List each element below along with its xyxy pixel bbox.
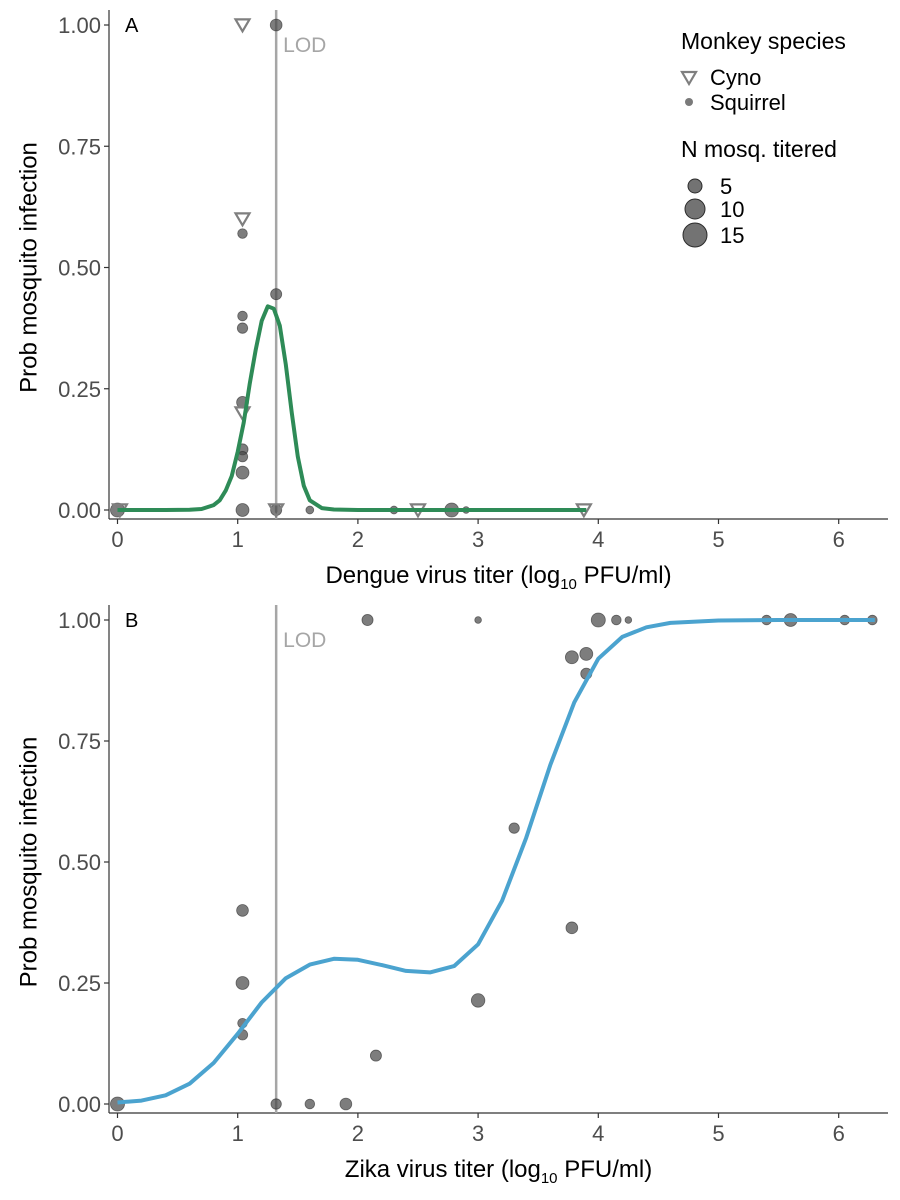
- data-point-squirrel: [564, 650, 579, 665]
- y-tick-label: 0.75: [58, 134, 101, 159]
- y-axis-title: Prob mosquito infection: [15, 737, 42, 988]
- x-axis-title-unit: PFU/ml): [558, 1156, 653, 1183]
- data-point-squirrel: [590, 612, 606, 628]
- x-tick-label: 5: [712, 1121, 724, 1146]
- y-tick-label: 0.25: [58, 377, 101, 402]
- data-point-squirrel: [236, 904, 249, 917]
- data-point-squirrel: [235, 976, 250, 990]
- y-tick-label: 0.00: [58, 1092, 101, 1117]
- legend-entry-size-5: 5: [687, 174, 732, 199]
- x-tick-label: 0: [111, 1121, 123, 1146]
- x-tick-label: 1: [232, 527, 244, 552]
- data-point-squirrel: [339, 1097, 353, 1111]
- legend-entry-size-10: 10: [684, 197, 744, 222]
- legend-size-title: N mosq. titered: [681, 136, 837, 162]
- fitted-curve: [117, 618, 875, 1105]
- legend-size-15-label: 15: [720, 223, 744, 248]
- legend-size-5-symbol: [687, 178, 703, 194]
- legend-cyno-symbol: [680, 70, 698, 87]
- legend-species-title: Monkey species: [681, 28, 846, 54]
- data-point-squirrel: [270, 1098, 282, 1110]
- x-tick-label: 4: [592, 527, 604, 552]
- legend-entry-cyno: Cyno: [680, 65, 761, 90]
- x-axis-title-main: Zika virus titer (log: [345, 1156, 541, 1183]
- legend-size-15-symbol: [682, 222, 708, 248]
- data-point-squirrel: [269, 18, 283, 32]
- legend-cyno-label: Cyno: [710, 65, 761, 90]
- legend-size-10-symbol: [684, 198, 706, 220]
- data-point-squirrel: [235, 465, 250, 480]
- x-axis-title-subscript: 10: [541, 1170, 558, 1187]
- data-point-squirrel: [236, 322, 249, 334]
- y-tick-label: 0.50: [58, 850, 101, 875]
- x-tick-label: 1: [232, 1121, 244, 1146]
- data-point-squirrel: [237, 310, 248, 322]
- x-tick-label: 2: [352, 527, 364, 552]
- legend-entry-squirrel: Squirrel: [685, 90, 786, 115]
- legend-squirrel-symbol: [685, 98, 693, 106]
- data-point-squirrel: [270, 288, 283, 301]
- x-tick-label: 6: [833, 527, 845, 552]
- x-axis-title-subscript: 10: [560, 576, 577, 593]
- y-axis-title: Prob mosquito infection: [15, 142, 42, 393]
- data-point-cyno: [267, 503, 286, 519]
- data-point-squirrel: [565, 921, 579, 935]
- x-tick-label: 2: [352, 1121, 364, 1146]
- data-point-squirrel: [470, 993, 486, 1008]
- data-point-squirrel: [474, 616, 482, 624]
- fitted-curve: [117, 304, 587, 512]
- panel-a: 0.00 0.25 0.50 0.75 1.00 0 1 2 3 4 5 6 LOD A Prob mosq…: [15, 10, 888, 593]
- data-point-squirrel: [611, 614, 622, 626]
- x-tick-label: 3: [472, 527, 484, 552]
- y-tick-label: 1.00: [58, 13, 101, 38]
- data-point-squirrel: [624, 616, 633, 624]
- y-tick-label: 0.75: [58, 729, 101, 754]
- data-point-squirrel: [235, 503, 250, 517]
- y-tick-label: 1.00: [58, 608, 101, 633]
- legend-entry-size-15: 15: [682, 222, 744, 248]
- panel-label: A: [125, 15, 139, 37]
- x-axis-title: Zika virus titer (log10 PFU/ml): [345, 1156, 652, 1187]
- legend-size-5-label: 5: [720, 174, 732, 199]
- panel-b: 0.00 0.25 0.50 0.75 1.00 0 1 2 3 4 5 6 LOD B Prob mosq…: [15, 605, 888, 1187]
- x-axis-title: Dengue virus titer (log10 PFU/ml): [325, 562, 671, 593]
- x-tick-label: 3: [472, 1121, 484, 1146]
- lod-label: LOD: [283, 34, 326, 57]
- x-axis-title-unit: PFU/ml): [577, 562, 672, 589]
- data-point-squirrel: [508, 822, 520, 834]
- x-tick-label: 4: [592, 1121, 604, 1146]
- lod-label: LOD: [283, 629, 326, 652]
- y-tick-label: 0.00: [58, 498, 101, 523]
- x-axis-title-main: Dengue virus titer (log: [325, 562, 560, 589]
- data-point-cyno: [233, 18, 252, 34]
- data-point-squirrel: [304, 1098, 316, 1110]
- x-tick-label: 6: [833, 1121, 845, 1146]
- x-tick-label: 5: [712, 527, 724, 552]
- x-tick-label: 0: [111, 527, 123, 552]
- data-point-squirrel: [579, 646, 594, 661]
- data-point-squirrel: [361, 614, 374, 626]
- data-point-squirrel: [305, 505, 315, 515]
- y-tick-label: 0.50: [58, 256, 101, 281]
- y-tick-label: 0.25: [58, 971, 101, 996]
- data-point-squirrel: [369, 1049, 382, 1062]
- legend-squirrel-label: Squirrel: [710, 90, 786, 115]
- panel-label: B: [125, 610, 138, 632]
- data-point-cyno: [233, 212, 252, 228]
- legend-size-10-label: 10: [720, 197, 744, 222]
- data-point-squirrel: [237, 228, 248, 239]
- legend: Monkey species Cyno Squirrel N mosq. tit…: [680, 28, 846, 248]
